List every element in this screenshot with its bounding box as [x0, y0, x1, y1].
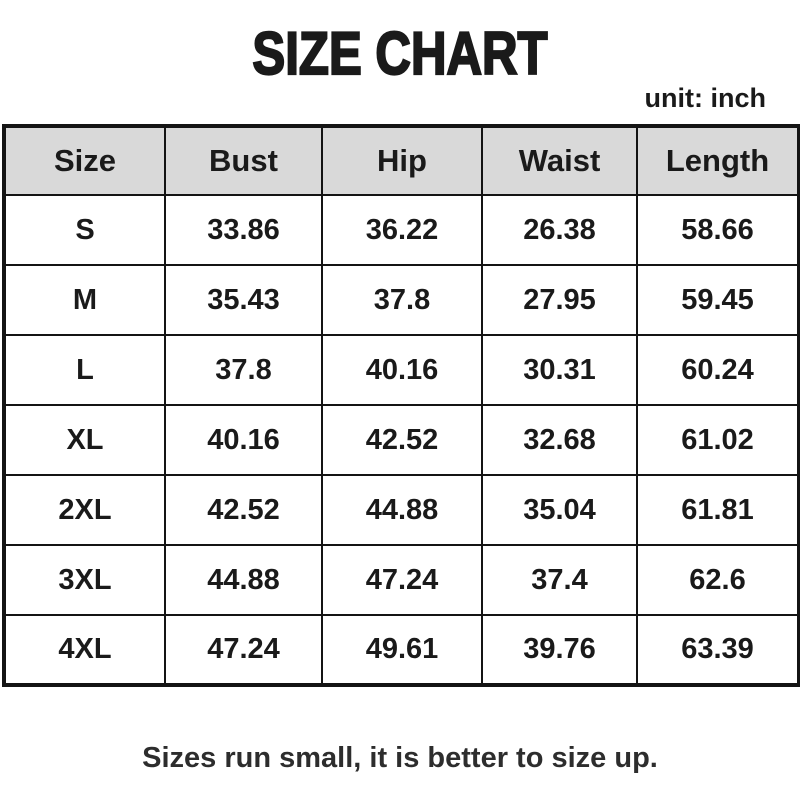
cell-length: 61.81 — [636, 474, 800, 546]
cell-bust: 37.8 — [164, 334, 323, 406]
cell-size: L — [3, 334, 166, 406]
cell-waist: 37.4 — [481, 544, 638, 616]
table-row: 3XL 44.88 47.24 37.4 62.6 — [3, 544, 800, 616]
cell-waist: 26.38 — [481, 194, 638, 266]
cell-hip: 37.8 — [321, 264, 483, 336]
footer-note: Sizes run small, it is better to size up… — [142, 742, 658, 774]
column-header-waist: Waist — [481, 125, 638, 196]
cell-hip: 49.61 — [321, 614, 483, 686]
table-row: 2XL 42.52 44.88 35.04 61.81 — [3, 474, 800, 546]
cell-size: 2XL — [3, 474, 166, 546]
cell-size: 4XL — [3, 614, 166, 686]
cell-hip: 42.52 — [321, 404, 483, 476]
table-row: M 35.43 37.8 27.95 59.45 — [3, 264, 800, 336]
table-row: L 37.8 40.16 30.31 60.24 — [3, 334, 800, 406]
table-row: XL 40.16 42.52 32.68 61.02 — [3, 404, 800, 476]
column-header-hip: Hip — [321, 125, 483, 196]
cell-size: S — [3, 194, 166, 266]
column-header-bust: Bust — [164, 125, 323, 196]
column-header-length: Length — [636, 125, 800, 196]
cell-waist: 32.68 — [481, 404, 638, 476]
page-title: SIZE CHART — [251, 20, 548, 87]
cell-waist: 39.76 — [481, 614, 638, 686]
cell-length: 62.6 — [636, 544, 800, 616]
cell-length: 60.24 — [636, 334, 800, 406]
cell-waist: 27.95 — [481, 264, 638, 336]
cell-length: 63.39 — [636, 614, 800, 686]
table-row: 4XL 47.24 49.61 39.76 63.39 — [3, 614, 800, 686]
cell-bust: 47.24 — [164, 614, 323, 686]
cell-size: 3XL — [3, 544, 166, 616]
cell-waist: 35.04 — [481, 474, 638, 546]
cell-bust: 33.86 — [164, 194, 323, 266]
cell-hip: 47.24 — [321, 544, 483, 616]
cell-bust: 40.16 — [164, 404, 323, 476]
size-chart-table: Size Bust Hip Waist Length S 33.86 36.22… — [2, 124, 800, 687]
cell-length: 59.45 — [636, 264, 800, 336]
cell-hip: 36.22 — [321, 194, 483, 266]
cell-waist: 30.31 — [481, 334, 638, 406]
cell-hip: 44.88 — [321, 474, 483, 546]
cell-length: 61.02 — [636, 404, 800, 476]
cell-bust: 42.52 — [164, 474, 323, 546]
cell-length: 58.66 — [636, 194, 800, 266]
column-header-size: Size — [3, 125, 166, 196]
table-header-row: Size Bust Hip Waist Length — [3, 125, 800, 196]
cell-size: XL — [3, 404, 166, 476]
cell-bust: 35.43 — [164, 264, 323, 336]
cell-bust: 44.88 — [164, 544, 323, 616]
cell-size: M — [3, 264, 166, 336]
unit-label: unit: inch — [644, 83, 766, 113]
table-row: S 33.86 36.22 26.38 58.66 — [3, 194, 800, 266]
cell-hip: 40.16 — [321, 334, 483, 406]
